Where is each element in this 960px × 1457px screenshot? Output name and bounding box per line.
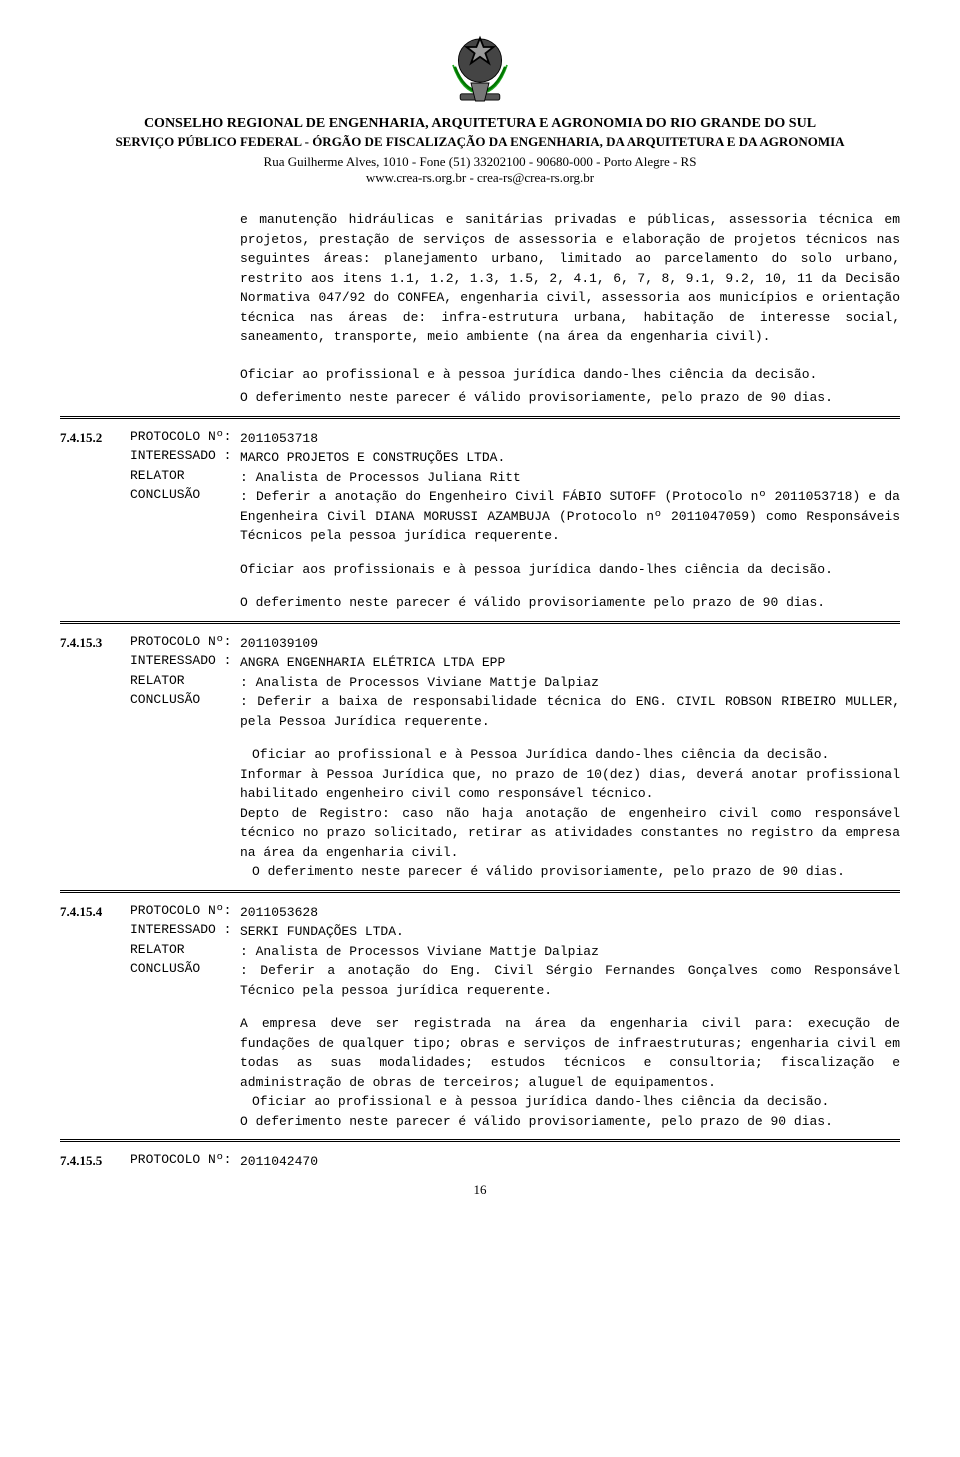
label-interessado: INTERESSADO : bbox=[130, 653, 240, 668]
label-conclusao: CONCLUSÃO bbox=[130, 487, 240, 502]
extra-line-1: Informar à Pessoa Jurídica que, no prazo… bbox=[240, 765, 900, 804]
label-relator: RELATOR bbox=[130, 673, 240, 688]
section-divider bbox=[60, 416, 900, 419]
entry-7-4-15-5: 7.4.15.5 PROTOCOLO Nº: 2011042470 bbox=[60, 1152, 900, 1172]
deferimento-line: O deferimento neste parecer é válido pro… bbox=[240, 862, 900, 882]
value-interessado: MARCO PROJETOS E CONSTRUÇÕES LTDA. bbox=[240, 448, 900, 468]
entry-7-4-15-2: 7.4.15.2 PROTOCOLO Nº: 2011053718 INTERE… bbox=[60, 429, 900, 613]
value-interessado: SERKI FUNDAÇÕES LTDA. bbox=[240, 922, 900, 942]
value-relator: : Analista de Processos Viviane Mattje D… bbox=[240, 673, 900, 693]
label-protocolo: PROTOCOLO Nº: bbox=[130, 1152, 240, 1167]
continuation-deferimento: O deferimento neste parecer é válido pro… bbox=[240, 388, 900, 408]
section-divider bbox=[60, 621, 900, 624]
value-protocolo: 2011039109 bbox=[240, 634, 900, 654]
value-protocolo: 2011053628 bbox=[240, 903, 900, 923]
extra-top-1: A empresa deve ser registrada na área da… bbox=[240, 1014, 900, 1092]
conclusao-extra: Oficiar ao profissional e à Pessoa Juríd… bbox=[240, 745, 900, 882]
page-number: 16 bbox=[60, 1182, 900, 1198]
conclusao-extra: A empresa deve ser registrada na área da… bbox=[240, 1014, 900, 1131]
national-emblem-icon bbox=[60, 20, 900, 110]
label-relator: RELATOR bbox=[130, 468, 240, 483]
entry-number: 7.4.15.3 bbox=[60, 634, 130, 651]
label-protocolo: PROTOCOLO Nº: bbox=[130, 903, 240, 918]
oficiar-line: Oficiar ao profissional e à Pessoa Juríd… bbox=[240, 745, 900, 765]
label-relator: RELATOR bbox=[130, 942, 240, 957]
entry-number: 7.4.15.4 bbox=[60, 903, 130, 920]
value-conclusao: : Deferir a baixa de responsabilidade té… bbox=[240, 692, 900, 731]
label-conclusao: CONCLUSÃO bbox=[130, 961, 240, 976]
label-interessado: INTERESSADO : bbox=[130, 922, 240, 937]
entry-number: 7.4.15.2 bbox=[60, 429, 130, 446]
continuation-oficiar: Oficiar ao profissional e à pessoa juríd… bbox=[240, 365, 900, 385]
org-title-2: SERVIÇO PÚBLICO FEDERAL - ÓRGÃO DE FISCA… bbox=[60, 134, 900, 150]
org-address: Rua Guilherme Alves, 1010 - Fone (51) 33… bbox=[60, 154, 900, 170]
value-relator: : Analista de Processos Juliana Ritt bbox=[240, 468, 900, 488]
label-protocolo: PROTOCOLO Nº: bbox=[130, 429, 240, 444]
value-relator: : Analista de Processos Viviane Mattje D… bbox=[240, 942, 900, 962]
section-divider bbox=[60, 890, 900, 893]
deferimento-line: O deferimento neste parecer é válido pro… bbox=[240, 593, 900, 613]
value-conclusao: : Deferir a anotação do Eng. Civil Sérgi… bbox=[240, 961, 900, 1000]
entry-number: 7.4.15.5 bbox=[60, 1152, 130, 1169]
continuation-paragraph: e manutenção hidráulicas e sanitárias pr… bbox=[240, 210, 900, 347]
value-interessado: ANGRA ENGENHARIA ELÉTRICA LTDA EPP bbox=[240, 653, 900, 673]
org-url-email: www.crea-rs.org.br - crea-rs@crea-rs.org… bbox=[60, 170, 900, 186]
value-protocolo: 2011042470 bbox=[240, 1152, 900, 1172]
oficiar-line: Oficiar aos profissionais e à pessoa jur… bbox=[240, 560, 900, 580]
org-title-1: CONSELHO REGIONAL DE ENGENHARIA, ARQUITE… bbox=[60, 116, 900, 132]
entry-7-4-15-4: 7.4.15.4 PROTOCOLO Nº: 2011053628 INTERE… bbox=[60, 903, 900, 1132]
label-protocolo: PROTOCOLO Nº: bbox=[130, 634, 240, 649]
entry-7-4-15-3: 7.4.15.3 PROTOCOLO Nº: 2011039109 INTERE… bbox=[60, 634, 900, 882]
value-conclusao: : Deferir a anotação do Engenheiro Civil… bbox=[240, 487, 900, 546]
deferimento-line: O deferimento neste parecer é válido pro… bbox=[240, 1112, 900, 1132]
section-divider bbox=[60, 1139, 900, 1142]
conclusao-extra: Oficiar aos profissionais e à pessoa jur… bbox=[240, 560, 900, 613]
oficiar-line: Oficiar ao profissional e à pessoa juríd… bbox=[240, 1092, 900, 1112]
label-interessado: INTERESSADO : bbox=[130, 448, 240, 463]
extra-line-2: Depto de Registro: caso não haja anotaçã… bbox=[240, 804, 900, 863]
label-conclusao: CONCLUSÃO bbox=[130, 692, 240, 707]
value-protocolo: 2011053718 bbox=[240, 429, 900, 449]
letterhead-header: CONSELHO REGIONAL DE ENGENHARIA, ARQUITE… bbox=[60, 116, 900, 186]
